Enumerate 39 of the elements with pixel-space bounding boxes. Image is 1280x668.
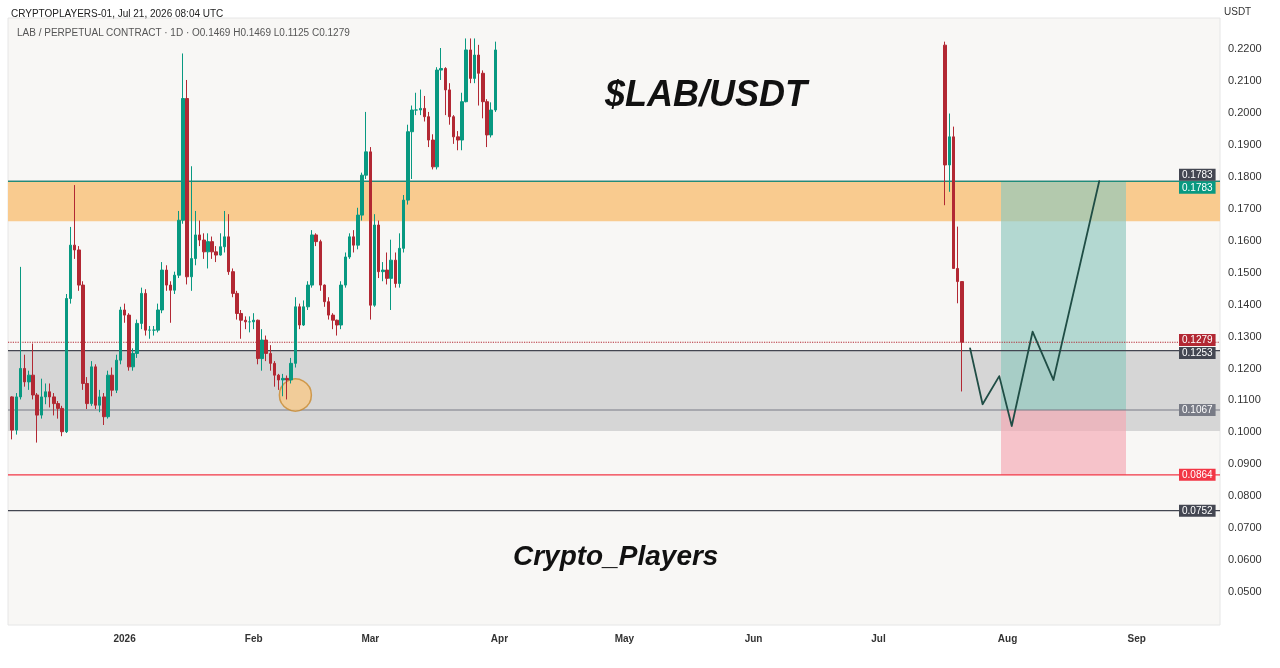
x-tick-label: Mar [361,632,380,644]
y-tick-label: 0.2200 [1228,42,1262,55]
y-tick-label: 0.1300 [1228,329,1262,342]
y-axis-title: USDT [1224,5,1252,17]
ref-line-label: 0.1067 [1182,404,1214,416]
annotation: CRYPTOPLAYERS-01, Jul 21, 2026 08:04 UTC [11,7,224,19]
ref-line-label: 0.1253 [1182,347,1214,359]
x-tick-label: Feb [244,632,263,644]
ref-line-label: 0.0864 [1182,469,1214,481]
y-tick-label: 0.2100 [1228,73,1262,86]
y-tick-label: 0.1800 [1228,169,1262,182]
ref-line-label: 0.1783 [1182,182,1214,194]
y-tick-label: 0.0900 [1228,457,1262,470]
x-tick-label: May [614,632,635,644]
y-tick-label: 0.2000 [1228,105,1262,118]
y-tick-label: 0.1000 [1228,425,1262,438]
y-tick-label: 0.1100 [1228,393,1261,406]
ref-line-label: 0.0752 [1182,505,1214,517]
x-tick-label: Jun [744,632,763,644]
y-tick-label: 0.1400 [1228,297,1262,310]
y-tick-label: 0.1500 [1228,265,1262,278]
annotation: Crypto_Players [513,539,719,571]
ref-line-label: 0.1783 [1182,169,1214,181]
text: $LAB/USDT [604,72,811,114]
x-tick-label: Aug [997,632,1018,644]
y-tick-label: 0.1700 [1228,201,1262,214]
x-tick-label: Sep [1127,632,1146,644]
y-tick-label: 0.1900 [1228,137,1262,150]
y-tick-label: 0.1600 [1228,233,1262,246]
y-tick-label: 0.1200 [1228,361,1262,374]
ref-line-label: 0.1279 [1182,334,1214,346]
x-tick-label: 2026 [113,632,137,644]
y-tick-label: 0.0500 [1228,585,1262,598]
y-tick-label: 0.0800 [1228,489,1262,502]
y-tick-label: 0.0700 [1228,521,1262,534]
y-tick-label: 0.0600 [1228,553,1262,566]
text: LAB / PERPETUAL CONTRACT · 1D · O0.1469 H0.1469 L0.1125 C0.1279 [17,26,351,38]
x-tick-label: Jul [871,632,886,644]
x-tick-label: Apr [490,632,509,644]
